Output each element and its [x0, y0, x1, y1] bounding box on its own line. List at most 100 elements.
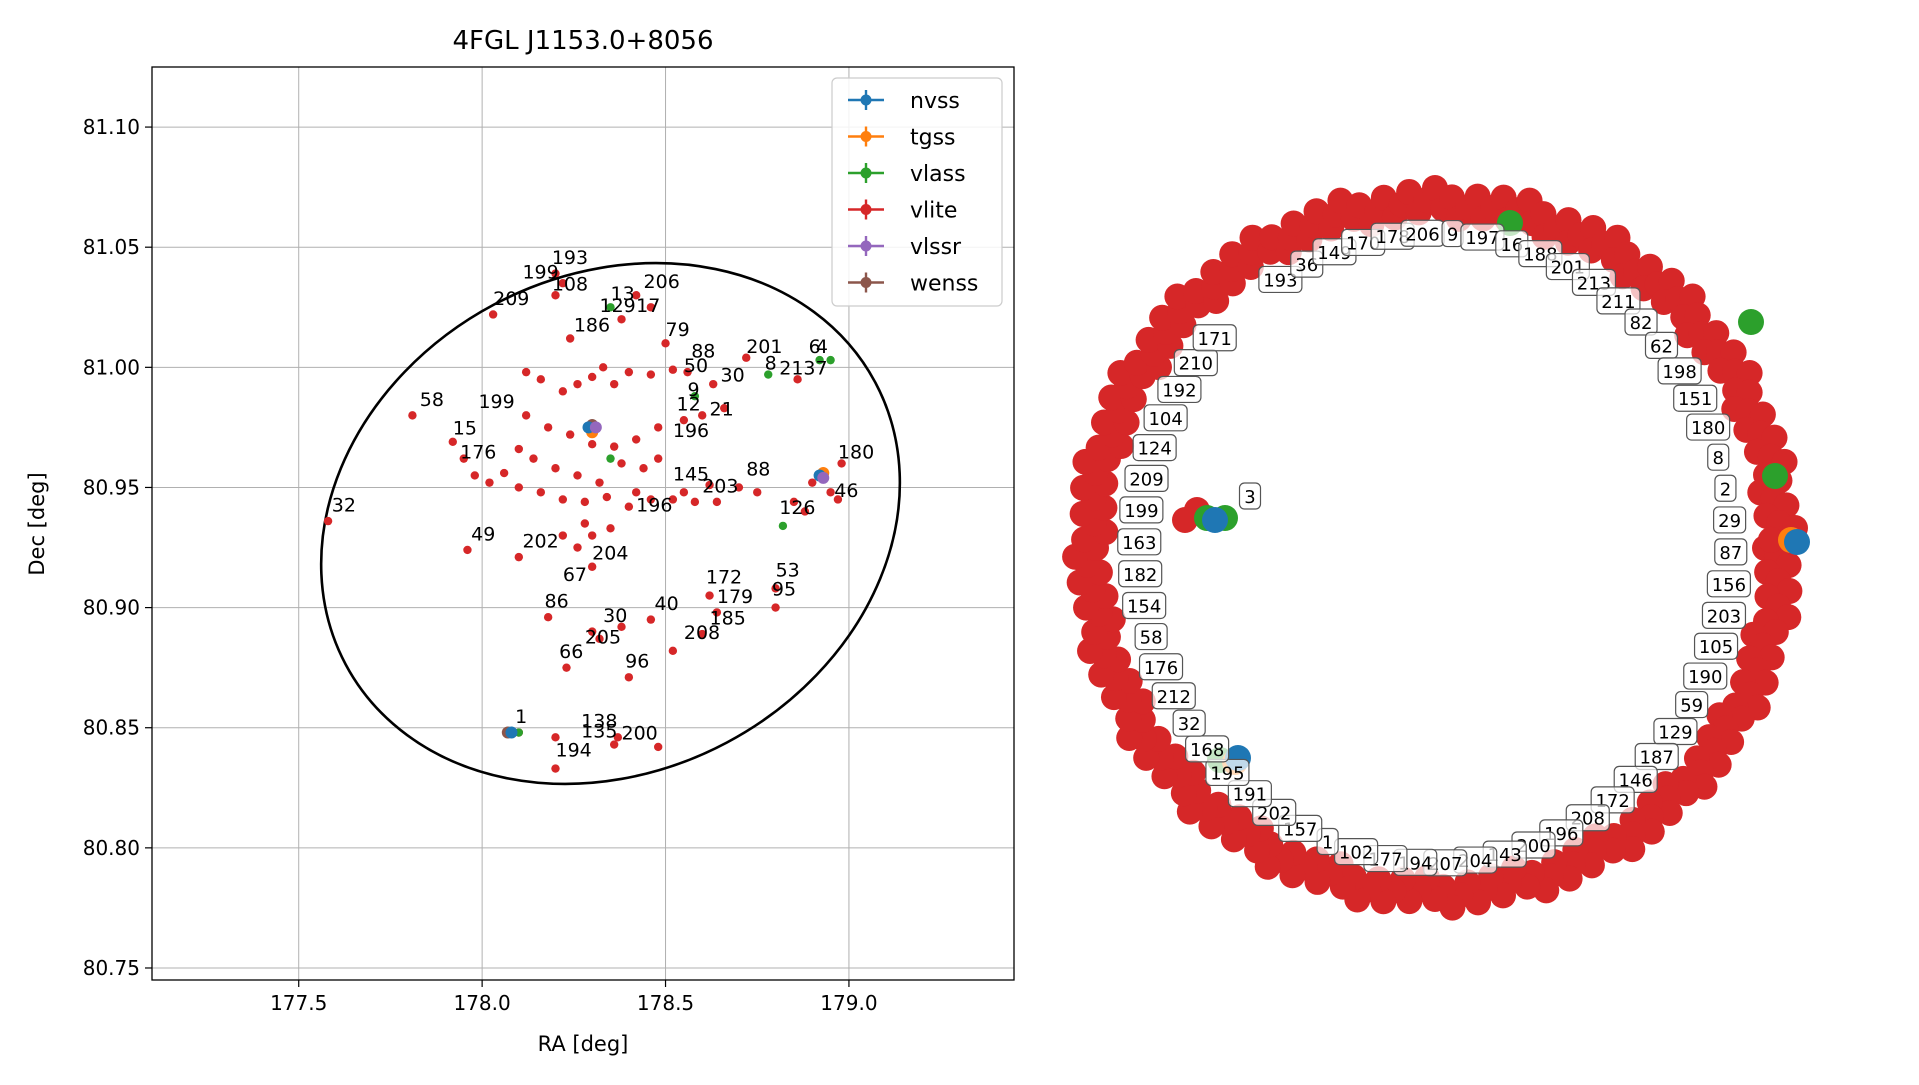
ring-point	[1115, 705, 1142, 732]
point-label: 86	[544, 591, 568, 613]
ring-label: 59	[1680, 696, 1703, 717]
ring-label: 3	[1244, 487, 1255, 508]
ring-label-box	[1143, 404, 1188, 432]
y-tick-label: 81.10	[83, 115, 140, 139]
point-vlite	[639, 464, 648, 473]
point-label: 49	[471, 523, 495, 545]
point-vlite	[661, 339, 670, 348]
ring-label-box	[1117, 528, 1162, 556]
legend-entry: vlite	[910, 199, 957, 224]
point-label: 185	[710, 607, 746, 629]
ring-label-box	[1686, 413, 1731, 441]
point-label: 2137	[779, 358, 827, 380]
point-vlite	[463, 545, 472, 555]
point-vlite	[631, 488, 641, 497]
point-vlite	[459, 454, 468, 463]
point-label: 88	[691, 341, 715, 363]
point-label: 196	[673, 420, 709, 442]
ring-label: 203	[1707, 606, 1741, 627]
point-vlite	[551, 733, 560, 742]
point-vlite	[536, 375, 546, 384]
point-vlite	[793, 375, 802, 384]
point-label: 193	[552, 247, 588, 269]
point-vlite	[617, 622, 626, 632]
point-vlite	[499, 468, 509, 478]
ring-label: 163	[1122, 533, 1156, 554]
point-vlite	[753, 488, 762, 497]
point-vlite	[668, 646, 678, 656]
point-label: 30	[603, 605, 627, 627]
plot-frame	[151, 66, 1015, 981]
point-vlite	[617, 315, 626, 324]
point-vlite	[598, 363, 608, 372]
point-label: 53	[776, 559, 800, 581]
ring-point	[1736, 379, 1763, 406]
point-vlite	[609, 442, 619, 451]
ring-label: 199	[1124, 501, 1158, 522]
point-vlite	[514, 483, 524, 492]
ring-label: 154	[1127, 596, 1161, 617]
point-vlite	[646, 303, 656, 312]
y-tick-label: 80.75	[83, 956, 140, 980]
point-label: 201	[746, 336, 782, 358]
point-label: 17	[636, 295, 660, 317]
legend: nvss tgss vlass vlite vlssr wenss	[831, 77, 1003, 307]
ring-point	[1100, 684, 1127, 711]
point-vlite	[631, 291, 641, 300]
legend-marker-dot	[860, 94, 872, 106]
point-vlite	[690, 497, 700, 507]
ring-point	[1258, 224, 1285, 251]
legend-marker-dot	[860, 167, 872, 179]
point-vlite	[653, 742, 663, 752]
ring-label: 29	[1718, 511, 1741, 532]
point-vlite	[551, 291, 560, 300]
point-vlite	[562, 663, 571, 672]
y-tick-label: 80.95	[83, 475, 140, 499]
point-vlite	[521, 411, 531, 420]
y-axis-label: Dec [deg]	[25, 472, 49, 575]
point-label: 129	[600, 295, 636, 317]
point-vlite	[705, 591, 714, 600]
point-vlite	[712, 608, 722, 617]
ring-points	[1062, 175, 1810, 921]
point-vlite	[580, 519, 590, 528]
legend-marker-dot	[860, 277, 872, 288]
point-vlite	[808, 478, 817, 487]
ring-point	[1638, 818, 1665, 845]
point-label: 15	[453, 418, 477, 440]
point-vlite	[536, 488, 546, 497]
point-label: 67	[563, 564, 587, 586]
point-vlite	[558, 495, 568, 504]
ring-point-vlass	[1762, 463, 1788, 489]
point-label: 205	[585, 627, 621, 649]
point-vlite	[551, 764, 560, 773]
point-vlite	[837, 459, 846, 468]
ring-label: 82	[1630, 313, 1653, 334]
point-vlite	[573, 379, 582, 389]
point-vlite	[789, 497, 799, 507]
point-vlite	[488, 310, 498, 319]
ring-label: 197	[1465, 228, 1499, 249]
x-axis-label: RA [deg]	[538, 1032, 629, 1056]
point-vlite	[668, 495, 678, 504]
point-label: 186	[574, 314, 610, 336]
ring-label: 202	[1257, 803, 1291, 824]
ring-label-box	[1693, 632, 1739, 660]
point-vlite	[551, 269, 560, 278]
ring-label: 16	[1500, 235, 1523, 256]
ring-label: 176	[1144, 658, 1178, 679]
point-vlite	[587, 562, 597, 571]
ring-point	[1116, 724, 1143, 751]
point-label: 88	[746, 458, 770, 480]
point-vlite	[653, 423, 663, 432]
point-vlite	[734, 483, 744, 492]
point-nvss	[505, 726, 518, 739]
ring-label-box	[1134, 622, 1168, 651]
ring-label: 210	[1179, 354, 1213, 375]
y-tick-label: 80.80	[83, 836, 140, 860]
error-ellipse	[319, 261, 902, 786]
ring-label: 180	[1691, 418, 1725, 439]
